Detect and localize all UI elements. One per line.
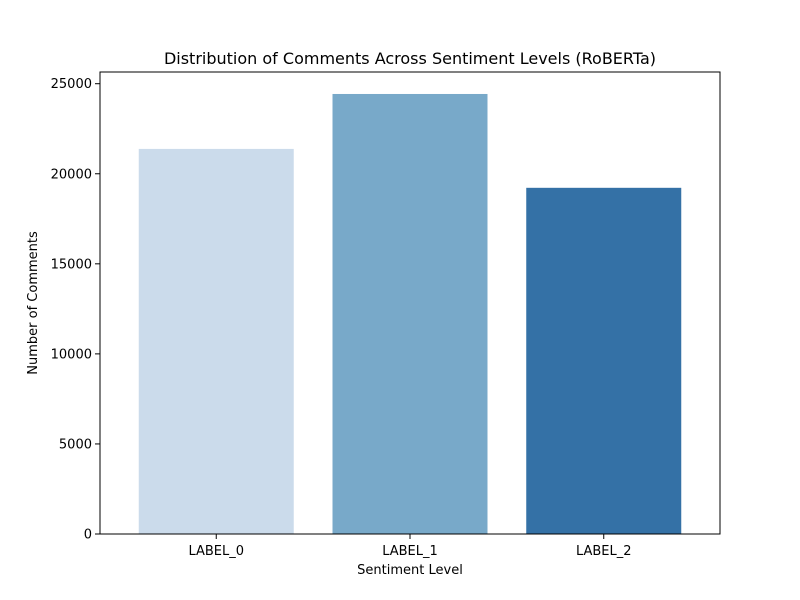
x-axis-label: Sentiment Level bbox=[357, 563, 463, 578]
y-tick-label: 10000 bbox=[51, 347, 92, 362]
y-axis-label: Number of Comments bbox=[26, 231, 41, 375]
y-axis-ticks: 0 5000 10000 15000 20000 25000 bbox=[51, 77, 100, 543]
y-tick-label: 0 bbox=[84, 528, 92, 543]
bar-label-0 bbox=[138, 148, 294, 534]
x-tick-label: LABEL_1 bbox=[382, 544, 438, 559]
plot-frame bbox=[99, 71, 721, 535]
y-tick-label: 15000 bbox=[51, 257, 92, 272]
y-tick-label: 5000 bbox=[59, 437, 92, 452]
y-tick-label: 20000 bbox=[51, 167, 92, 182]
bar-label-1 bbox=[332, 93, 488, 534]
x-tick-label: LABEL_2 bbox=[576, 544, 632, 559]
y-tick-label: 25000 bbox=[51, 77, 92, 92]
bar-label-2 bbox=[526, 187, 682, 535]
chart-title: Distribution of Comments Across Sentimen… bbox=[164, 49, 656, 68]
x-axis-ticks: LABEL_0 LABEL_1 LABEL_2 bbox=[188, 534, 632, 559]
bars-group bbox=[138, 93, 682, 535]
x-tick-label: LABEL_0 bbox=[188, 544, 244, 559]
